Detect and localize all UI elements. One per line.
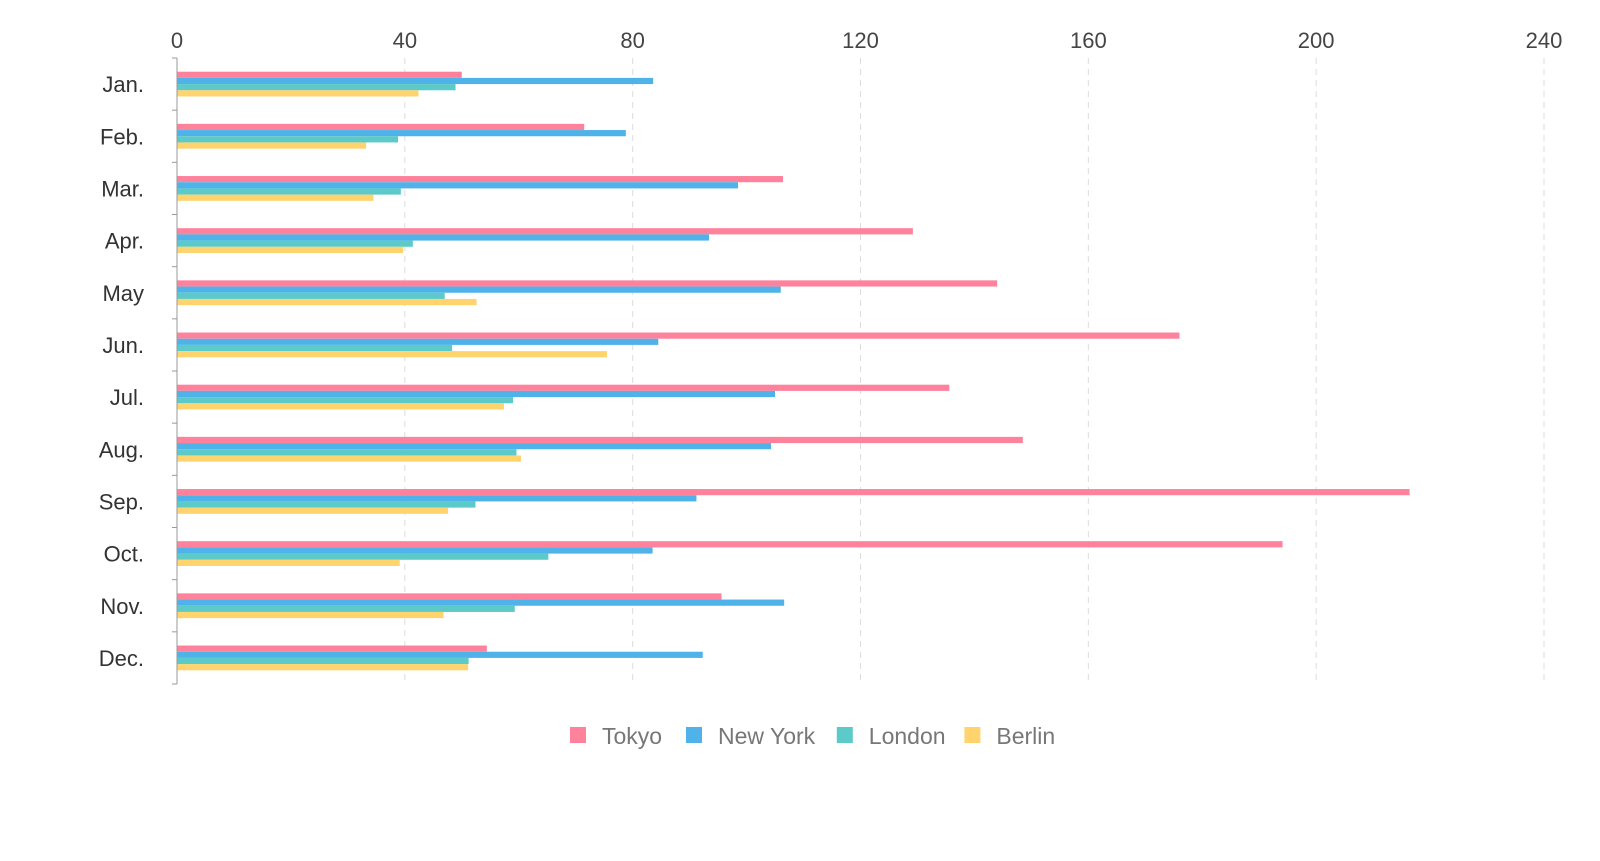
bar-tokyo-apr[interactable] — [177, 228, 913, 235]
bar-new-york-dec[interactable] — [177, 651, 703, 658]
legend-item-tokyo[interactable]: Tokyo — [570, 723, 662, 749]
legend-item-london[interactable]: London — [836, 723, 946, 749]
bar-new-york-feb[interactable] — [177, 130, 626, 137]
bar-london-nov[interactable] — [177, 605, 515, 612]
y-tick-label: Feb. — [100, 124, 144, 149]
bar-london-may[interactable] — [177, 292, 445, 299]
bar-berlin-jul[interactable] — [177, 403, 504, 410]
bar-tokyo-aug[interactable] — [177, 436, 1023, 444]
bar-london-jun[interactable] — [177, 344, 453, 352]
y-tick-label: Jun. — [102, 333, 144, 358]
bar-new-york-may[interactable] — [177, 286, 781, 293]
y-tick-label: Jan. — [102, 72, 144, 97]
bar-tokyo-nov[interactable] — [177, 593, 722, 600]
y-tick-label: Nov. — [100, 594, 144, 619]
x-axis-ticks: 0 40 80 120 160 200 240 — [171, 28, 1562, 53]
bars — [177, 71, 1410, 671]
bar-berlin-oct[interactable] — [177, 559, 400, 566]
bar-new-york-sep[interactable] — [177, 495, 697, 502]
y-tick-label: Apr. — [105, 229, 144, 254]
bar-london-apr[interactable] — [177, 240, 413, 247]
bar-tokyo-dec[interactable] — [177, 645, 487, 652]
legend-swatch — [964, 727, 981, 743]
bar-berlin-dec[interactable] — [177, 664, 469, 671]
legend-item-berlin[interactable]: Berlin — [964, 723, 1055, 749]
bar-tokyo-mar[interactable] — [177, 176, 784, 183]
bar-london-feb[interactable] — [177, 136, 398, 143]
bar-tokyo-sep[interactable] — [177, 489, 1410, 496]
bar-tokyo-jul[interactable] — [177, 384, 950, 391]
legend-label: Berlin — [996, 723, 1055, 749]
legend-label: New York — [718, 723, 816, 749]
x-tick-label: 240 — [1526, 28, 1563, 53]
bar-new-york-jan[interactable] — [177, 77, 654, 85]
bar-berlin-mar[interactable] — [177, 194, 374, 201]
bar-new-york-jun[interactable] — [177, 338, 659, 345]
y-tick-label: Aug. — [99, 437, 144, 462]
bar-new-york-apr[interactable] — [177, 234, 709, 241]
bar-berlin-feb[interactable] — [177, 142, 367, 149]
legend[interactable]: Tokyo New York London Berlin — [570, 723, 1055, 749]
bar-london-mar[interactable] — [177, 188, 401, 195]
x-tick-label: 0 — [171, 28, 183, 53]
bar-berlin-aug[interactable] — [177, 455, 522, 462]
legend-label: London — [869, 723, 946, 749]
x-tick-label: 120 — [842, 28, 879, 53]
y-axis-ticks: Jan. Feb. Mar. Apr. May Jun. Jul. Aug. Sep. Oct. N… — [99, 57, 177, 685]
legend-item-new-york[interactable]: New York — [686, 723, 816, 749]
bar-london-jul[interactable] — [177, 397, 514, 404]
legend-label: Tokyo — [602, 723, 662, 749]
bar-tokyo-feb[interactable] — [177, 123, 585, 131]
bar-tokyo-may[interactable] — [177, 280, 998, 287]
legend-swatch — [686, 727, 702, 743]
bar-berlin-may[interactable] — [177, 298, 477, 306]
bar-london-oct[interactable] — [177, 553, 549, 560]
bar-london-sep[interactable] — [177, 501, 476, 508]
x-tick-label: 40 — [393, 28, 417, 53]
bar-new-york-mar[interactable] — [177, 182, 739, 189]
bar-tokyo-jan[interactable] — [177, 71, 462, 78]
bar-berlin-jan[interactable] — [177, 90, 419, 97]
bar-tokyo-oct[interactable] — [177, 541, 1283, 548]
bar-new-york-jul[interactable] — [177, 390, 776, 398]
bar-berlin-sep[interactable] — [177, 507, 449, 514]
bar-tokyo-jun[interactable] — [177, 332, 1180, 339]
bar-london-jan[interactable] — [177, 84, 456, 91]
x-tick-label: 80 — [620, 28, 644, 53]
bar-london-dec[interactable] — [177, 657, 469, 665]
bar-new-york-nov[interactable] — [177, 599, 785, 606]
y-tick-label: Jul. — [110, 385, 144, 410]
y-tick-label: Dec. — [99, 646, 144, 671]
bar-london-aug[interactable] — [177, 449, 517, 456]
bar-new-york-oct[interactable] — [177, 547, 653, 554]
y-tick-label: Mar. — [101, 176, 144, 201]
x-tick-label: 200 — [1298, 28, 1335, 53]
legend-swatch — [570, 727, 586, 743]
bar-new-york-aug[interactable] — [177, 443, 772, 450]
legend-swatch — [836, 727, 853, 743]
bar-berlin-nov[interactable] — [177, 611, 444, 619]
y-tick-label: Oct. — [104, 542, 144, 567]
bar-berlin-apr[interactable] — [177, 246, 404, 253]
bar-berlin-jun[interactable] — [177, 351, 608, 358]
x-tick-label: 160 — [1070, 28, 1107, 53]
y-tick-label: May — [102, 281, 144, 306]
y-tick-label: Sep. — [99, 489, 144, 514]
grid-lines — [404, 58, 1545, 684]
